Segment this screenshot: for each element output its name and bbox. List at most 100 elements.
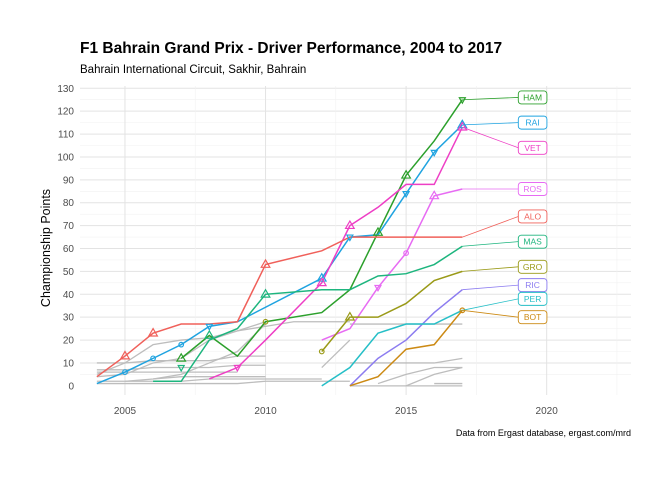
- label-leader-line: [462, 216, 519, 238]
- data-point-marker: [318, 348, 325, 355]
- series-label: GRO: [523, 262, 543, 272]
- y-tick-label: 90: [63, 175, 75, 186]
- series-label-box: [517, 278, 548, 293]
- y-tick-label: 130: [57, 84, 74, 95]
- y-tick-label: 120: [57, 107, 74, 118]
- series-line: [180, 99, 463, 359]
- label-leader-line: [462, 241, 519, 247]
- x-tick-label: 2005: [114, 406, 137, 417]
- label-leader-line: [462, 309, 519, 318]
- data-point-marker: [122, 369, 128, 376]
- background-series-line: [377, 366, 463, 385]
- y-axis-title: Championship Points: [39, 189, 53, 307]
- data-point-marker: [456, 121, 468, 131]
- chart-title: F1 Bahrain Grand Prix - Driver Performan…: [80, 40, 502, 57]
- data-point-marker: [233, 364, 242, 373]
- label-leader-line: [462, 126, 519, 149]
- data-point-marker: [203, 329, 215, 339]
- data-point-marker: [316, 277, 328, 287]
- series-label-box: [517, 291, 548, 306]
- markers: [119, 97, 468, 376]
- axis-ticks: 0 10 20 30 40 50 60 70 80 90 100 110 120 130 2005 2010 2…: [57, 84, 558, 417]
- series-line: [321, 270, 463, 352]
- data-point-marker: [402, 190, 411, 199]
- data-point-marker: [430, 149, 439, 158]
- y-tick-label: 0: [68, 381, 74, 392]
- data-point-marker: [262, 318, 269, 325]
- series-label: PER: [524, 294, 541, 304]
- data-point-marker: [403, 250, 410, 256]
- y-tick-label: 100: [57, 152, 74, 163]
- data-point-marker: [260, 258, 271, 268]
- y-tick-label: 20: [63, 336, 75, 347]
- y-tick-label: 10: [63, 358, 75, 369]
- series-line: [349, 309, 463, 387]
- data-point-marker: [373, 284, 383, 293]
- data-point-marker: [372, 226, 384, 236]
- series-label: RAI: [526, 118, 540, 128]
- x-tick-label: 2020: [536, 406, 559, 417]
- series-label-box: [517, 209, 548, 224]
- series-label-box: [517, 182, 548, 196]
- data-point-marker: [150, 355, 156, 362]
- series-label-box: [517, 90, 548, 105]
- data-point-marker: [260, 288, 271, 298]
- y-tick-label: 30: [63, 313, 75, 324]
- data-point-marker: [316, 272, 328, 282]
- y-tick-label: 80: [63, 198, 75, 209]
- y-tick-label: 40: [63, 290, 75, 301]
- data-point-marker: [458, 97, 467, 105]
- data-point-marker: [400, 169, 412, 179]
- x-tick-label: 2015: [395, 406, 418, 417]
- data-point-marker: [119, 350, 131, 360]
- series-line: [96, 236, 463, 378]
- data-point-marker: [205, 323, 214, 331]
- data-point-marker: [344, 219, 356, 230]
- series-label: HAM: [523, 92, 542, 102]
- chart-subtitle: Bahrain International Circuit, Sakhir, B…: [80, 64, 306, 76]
- series-label-box: [517, 310, 548, 325]
- y-tick-label: 60: [63, 244, 75, 255]
- background-series-line: [321, 339, 351, 368]
- series-label: VET: [524, 143, 541, 153]
- series-label: ROS: [523, 184, 542, 194]
- series-labels: HAM RAI VET ROS ALO MAS GRO RIC PER BOT: [462, 90, 548, 325]
- data-point-marker: [178, 341, 185, 348]
- series-line: [349, 289, 463, 387]
- series-line: [153, 245, 463, 383]
- data-point-marker: [147, 327, 159, 337]
- series-line: [96, 124, 463, 385]
- series-lines: [96, 99, 463, 387]
- background-series-line: [96, 380, 350, 385]
- chart-caption: Data from Ergast database, ergast.com/mr…: [456, 428, 631, 438]
- label-leader-line: [462, 298, 519, 311]
- background-series-line: [153, 376, 266, 380]
- data-point-marker: [344, 311, 356, 321]
- background-series-line: [124, 323, 266, 382]
- series-label-box: [517, 140, 548, 155]
- series-label: ALO: [524, 211, 541, 221]
- x-tick-label: 2010: [254, 406, 277, 417]
- series-label-box: [517, 259, 548, 274]
- series-label-box: [517, 115, 548, 130]
- background-series-line: [349, 357, 463, 364]
- y-tick-label: 70: [63, 221, 75, 232]
- series-line: [209, 126, 463, 380]
- series-label: BOT: [524, 312, 541, 322]
- data-point-marker: [345, 234, 354, 242]
- data-point-marker: [428, 190, 440, 200]
- series-line: [321, 309, 463, 387]
- series-label: RIC: [525, 280, 540, 290]
- y-tick-label: 50: [63, 267, 75, 278]
- data-point-marker: [175, 352, 187, 362]
- label-leader-line: [462, 284, 519, 291]
- label-leader-line: [462, 97, 519, 101]
- series-line: [321, 188, 463, 341]
- label-leader-line: [462, 266, 519, 272]
- grid: [80, 86, 631, 395]
- series-label: MAS: [523, 237, 542, 247]
- series-label-box: [517, 234, 548, 249]
- background-series-line: [96, 378, 322, 382]
- background-series-line: [405, 366, 463, 387]
